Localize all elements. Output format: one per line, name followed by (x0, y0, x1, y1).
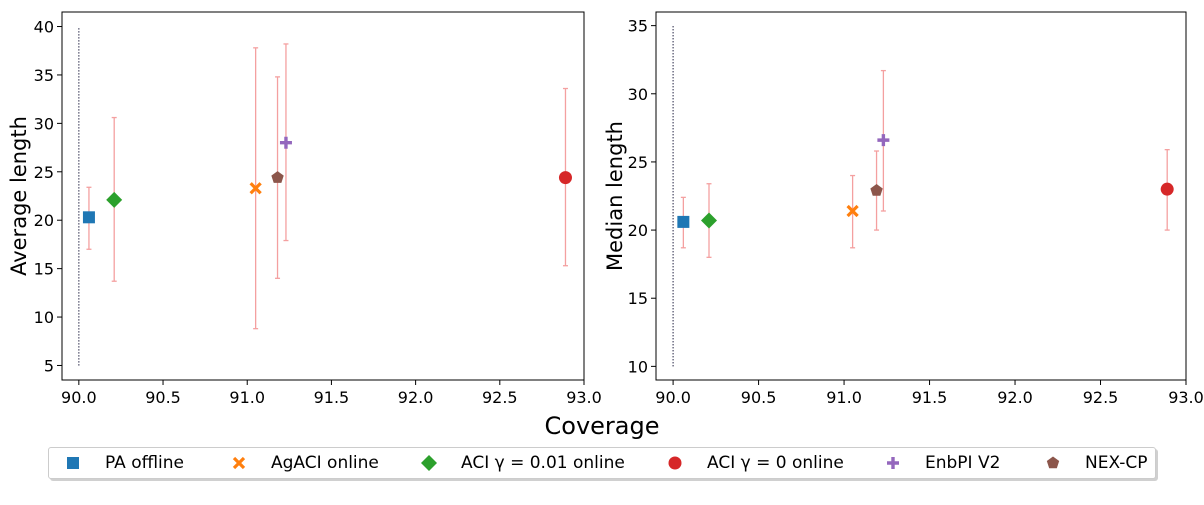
plot-frame (61, 11, 585, 381)
y-tick-label: 30 (628, 85, 648, 104)
legend-label: ACI γ = 0 online (707, 453, 844, 473)
y-tick-label: 15 (628, 289, 648, 308)
legend-marker-circle-icon (668, 456, 682, 470)
y-axis-label: Average length (7, 116, 31, 276)
y-tick-label: 15 (34, 260, 54, 279)
legend-marker-diamond (421, 455, 437, 471)
legend-item-aci-001-online: ACI γ = 0.01 online (421, 448, 625, 478)
x-tick-label: 92.0 (997, 388, 1033, 407)
shared-x-axis-label: Coverage (545, 412, 660, 440)
legend-item-agaci-online: AgACI online (231, 448, 379, 478)
y-tick-label: 20 (628, 221, 648, 240)
x-tick-label: 93.0 (566, 388, 602, 407)
point-aci-0-online (558, 171, 572, 185)
point-pa-offline (82, 211, 95, 224)
y-tick-label: 35 (628, 17, 648, 36)
legend-marker-pentagon-icon (1046, 456, 1060, 469)
legend-marker-square (67, 457, 79, 469)
panel-average-length: 90.0 90.5 91.0 91.5 92.0 92.5 93.0 5 10 15 20 25 30 3… (7, 11, 602, 407)
point-agaci-online (846, 204, 859, 218)
point-enbpi-v2 (279, 136, 292, 149)
legend-label: EnbPI V2 (925, 453, 1001, 473)
legend-item-enbpi-v2: EnbPI V2 (885, 448, 1000, 478)
legend-item-pa-offline: PA offline (65, 448, 184, 478)
y-axis-label: Median length (603, 121, 627, 271)
legend-marker-pentagon (1046, 456, 1060, 469)
legend-marker-diamond-icon (421, 455, 437, 471)
legend-label: NEX-CP (1085, 453, 1148, 473)
point-nex-cp (870, 184, 883, 196)
legend-marker-x (232, 456, 246, 470)
point-agaci-online (249, 182, 262, 195)
figure: 90.0 90.5 91.0 91.5 92.0 92.5 93.0 5 10 15 20 25 30 3… (7, 11, 1204, 440)
point-aci-0-01-online (701, 212, 717, 229)
legend-marker-plus-icon (887, 457, 899, 469)
legend-item-nex-cp: NEX-CP (1045, 448, 1148, 478)
y-tick-label: 35 (34, 66, 54, 85)
y-tick-label: 25 (628, 153, 648, 172)
legend-marker-x-icon (232, 456, 246, 470)
legend-marker-plus (887, 457, 899, 469)
x-tick-label: 91.5 (912, 388, 948, 407)
x-tick-label: 92.5 (482, 388, 518, 407)
x-tick-label: 92.5 (1083, 388, 1119, 407)
y-tick-label: 20 (34, 211, 54, 230)
y-tick-label: 40 (34, 18, 54, 37)
x-tick-label: 90.0 (655, 388, 691, 407)
legend-label: PA offline (105, 453, 184, 473)
x-tick-label: 92.0 (398, 388, 434, 407)
panel-median-length: 90.0 90.5 91.0 91.5 92.0 92.5 93.0 10 15 20 25 30 35… (603, 11, 1204, 407)
x-tick-label: 90.0 (61, 388, 97, 407)
x-tick-label: 90.5 (145, 388, 181, 407)
legend-marker-square-icon (67, 457, 79, 469)
y-tick-label: 10 (628, 357, 648, 376)
x-tick-label: 93.0 (1168, 388, 1204, 407)
point-aci-0-online (1160, 182, 1174, 196)
legend-item-aci-0-online: ACI γ = 0 online (667, 448, 844, 478)
x-tick-label: 91.0 (229, 388, 265, 407)
y-tick-label: 30 (34, 114, 54, 133)
plot-frame (655, 11, 1187, 381)
y-tick-label: 25 (34, 163, 54, 182)
legend-marker-circle (668, 456, 682, 470)
legend: PA offline AgACI online ACI γ = 0.01 onl… (48, 447, 1156, 479)
point-pa-offline (677, 215, 690, 228)
x-tick-label: 91.0 (826, 388, 862, 407)
y-tick-label: 5 (44, 356, 54, 375)
legend-label: ACI γ = 0.01 online (461, 453, 625, 473)
x-tick-label: 91.5 (314, 388, 350, 407)
point-nex-cp (271, 171, 284, 183)
legend-label: AgACI online (271, 453, 379, 473)
point-aci-0-01-online (106, 191, 123, 208)
x-tick-label: 90.5 (741, 388, 777, 407)
y-tick-label: 10 (34, 308, 54, 327)
point-enbpi-v2 (877, 134, 890, 147)
